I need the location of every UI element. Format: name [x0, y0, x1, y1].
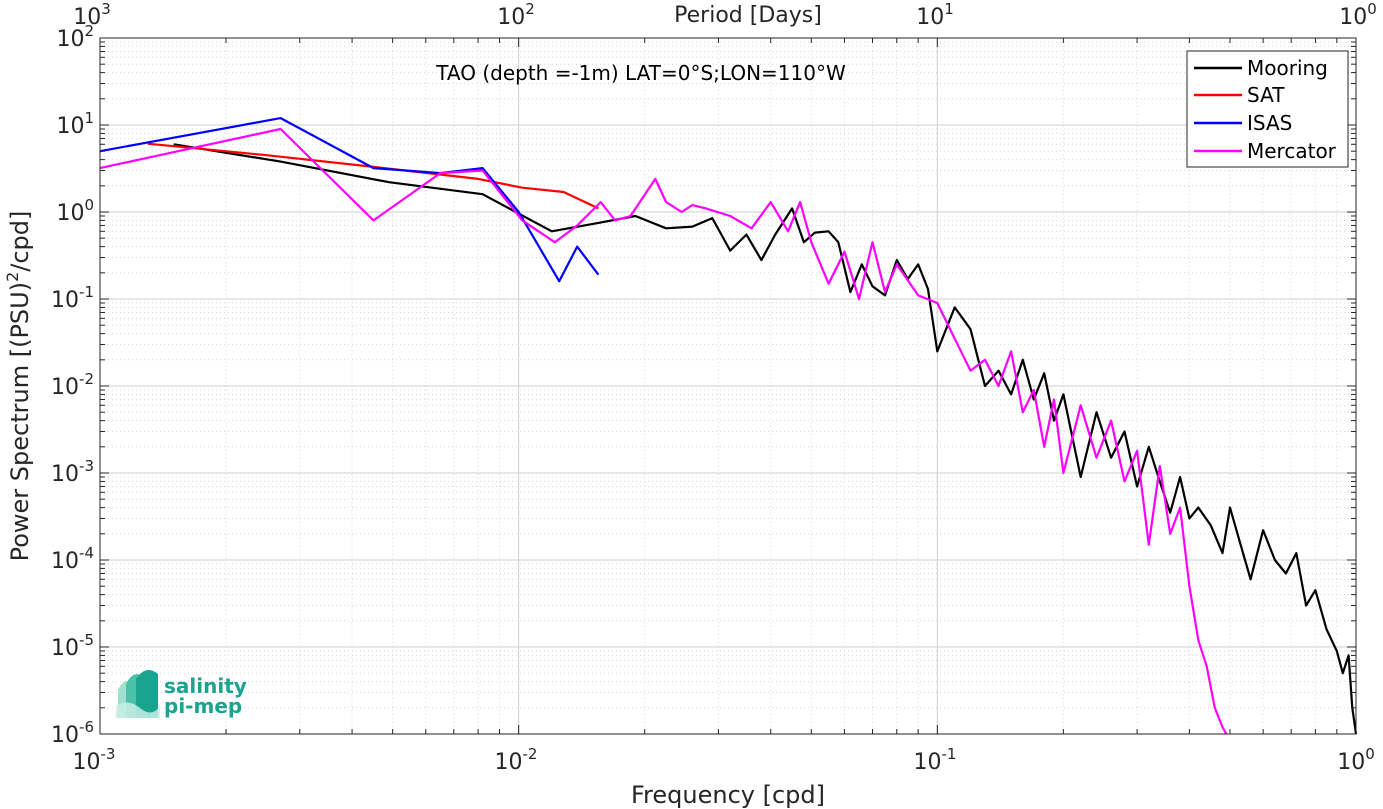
top-tick-label-1: 102	[497, 0, 535, 30]
salinity-pi-mep-logo: salinity pi-mep	[116, 670, 247, 718]
y-axis-label: Power Spectrum [(PSU)2/cpd]	[3, 211, 34, 562]
series-line-isas	[99, 116, 600, 283]
series-layer	[99, 116, 1358, 735]
top-tick-label-3: 100	[1339, 0, 1377, 30]
top-tick-label-0: 103	[73, 0, 111, 30]
svg-text:10-2: 10-2	[495, 745, 538, 775]
y-tick-label-4: 10-2	[51, 370, 94, 400]
legend-label-mercator: Mercator	[1247, 139, 1337, 163]
svg-text:10-4: 10-4	[51, 544, 94, 574]
x-axis-label: Frequency [cpd]	[631, 781, 825, 809]
legend-label-isas: ISAS	[1247, 111, 1292, 135]
svg-text:101: 101	[56, 109, 94, 139]
series-line-sat	[147, 142, 599, 210]
y-tick-label-8: 10-6	[51, 718, 94, 748]
x-tick-label-0: 10-3	[73, 745, 116, 775]
svg-text:10-1: 10-1	[51, 283, 94, 313]
y-tick-label-0: 102	[56, 22, 94, 52]
y-tick-label-3: 10-1	[51, 283, 94, 313]
svg-text:10-2: 10-2	[51, 370, 94, 400]
series-line-mercator	[99, 127, 1228, 735]
chart-title: TAO (depth =-1m) LAT=0°S;LON=110°W	[435, 61, 846, 85]
logo-waves-icon	[116, 670, 160, 718]
top-axis-label: Period [Days]	[674, 3, 822, 28]
legend-label-mooring: Mooring	[1247, 56, 1328, 80]
y-tick-label-2: 100	[56, 196, 94, 226]
svg-text:100: 100	[56, 196, 94, 226]
legend-box	[1186, 50, 1349, 168]
legend: Mooring SAT ISAS Mercator	[1186, 50, 1349, 168]
y-tick-label-5: 10-3	[51, 457, 94, 487]
svg-text:10-5: 10-5	[51, 631, 94, 661]
svg-text:102: 102	[497, 0, 535, 30]
svg-text:102: 102	[56, 22, 94, 52]
svg-text:100: 100	[1339, 0, 1377, 30]
svg-text:10-3: 10-3	[51, 457, 94, 487]
top-tick-label-2: 101	[916, 0, 954, 30]
y-tick-label-7: 10-5	[51, 631, 94, 661]
svg-text:10-1: 10-1	[914, 745, 957, 775]
svg-text:103: 103	[73, 0, 111, 30]
legend-label-sat: SAT	[1247, 83, 1285, 107]
y-tick-label-1: 101	[56, 109, 94, 139]
logo-text-salinity: salinity	[164, 674, 247, 698]
svg-text:100: 100	[1337, 745, 1375, 775]
x-tick-label-3: 100	[1337, 745, 1375, 775]
logo-text-pimep: pi-mep	[164, 694, 242, 718]
y-tick-label-6: 10-4	[51, 544, 94, 574]
svg-text:10-6: 10-6	[51, 718, 94, 748]
svg-text:101: 101	[916, 0, 954, 30]
svg-text:10-3: 10-3	[73, 745, 116, 775]
x-tick-label-2: 10-1	[914, 745, 957, 775]
tick-marks	[99, 37, 1357, 735]
x-tick-label-1: 10-2	[495, 745, 538, 775]
